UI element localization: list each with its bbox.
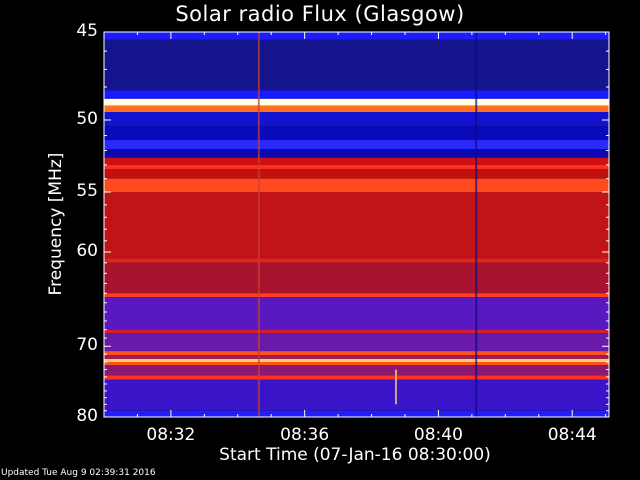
frequency-band — [104, 329, 609, 334]
frequency-band — [104, 355, 609, 359]
y-tick-label: 45 — [76, 21, 98, 41]
frequency-band — [104, 293, 609, 298]
interference-event — [257, 32, 260, 417]
interference-event — [394, 369, 397, 405]
frequency-band — [104, 98, 609, 106]
spectrogram-heatmap — [104, 32, 609, 417]
frequency-band — [104, 365, 609, 376]
y-tick-label: 60 — [76, 241, 98, 261]
y-tick-label: 80 — [76, 406, 98, 426]
frequency-band — [104, 410, 609, 417]
frequency-band — [104, 169, 609, 179]
frequency-band — [104, 39, 609, 91]
frequency-band — [104, 262, 609, 294]
updated-timestamp: Updated Tue Aug 9 02:39:31 2016 — [1, 468, 156, 478]
frequency-band — [104, 375, 609, 380]
frequency-band — [104, 333, 609, 352]
frequency-band — [104, 126, 609, 141]
frequency-band — [104, 178, 609, 192]
x-tick-label: 08:40 — [413, 425, 463, 445]
frequency-band — [104, 164, 609, 170]
frequency-band — [104, 32, 609, 40]
y-axis-label: Frequency [MHz] — [46, 152, 66, 296]
y-tick-label: 50 — [76, 109, 98, 129]
frequency-band — [104, 90, 609, 99]
frequency-band — [104, 157, 609, 165]
frequency-band — [104, 379, 609, 411]
frequency-band — [104, 148, 609, 158]
plot-frame — [103, 31, 610, 418]
frequency-band — [104, 358, 609, 362]
x-tick-label: 08:36 — [280, 425, 330, 445]
frequency-band — [104, 351, 609, 356]
frequency-band — [104, 362, 609, 366]
y-tick-label: 55 — [76, 181, 98, 201]
frequency-band — [104, 112, 609, 127]
x-axis-label: Start Time (07-Jan-16 08:30:00) — [219, 445, 491, 465]
x-tick-label: 08:32 — [146, 425, 196, 445]
frequency-band — [104, 105, 609, 112]
interference-event — [475, 32, 478, 417]
chart-title: Solar radio Flux (Glasgow) — [175, 2, 465, 26]
frequency-band — [104, 140, 609, 149]
x-tick-label: 08:44 — [547, 425, 597, 445]
y-tick-label: 70 — [76, 335, 98, 356]
frequency-band — [104, 258, 609, 263]
frequency-band — [104, 297, 609, 330]
frequency-band — [104, 192, 609, 259]
